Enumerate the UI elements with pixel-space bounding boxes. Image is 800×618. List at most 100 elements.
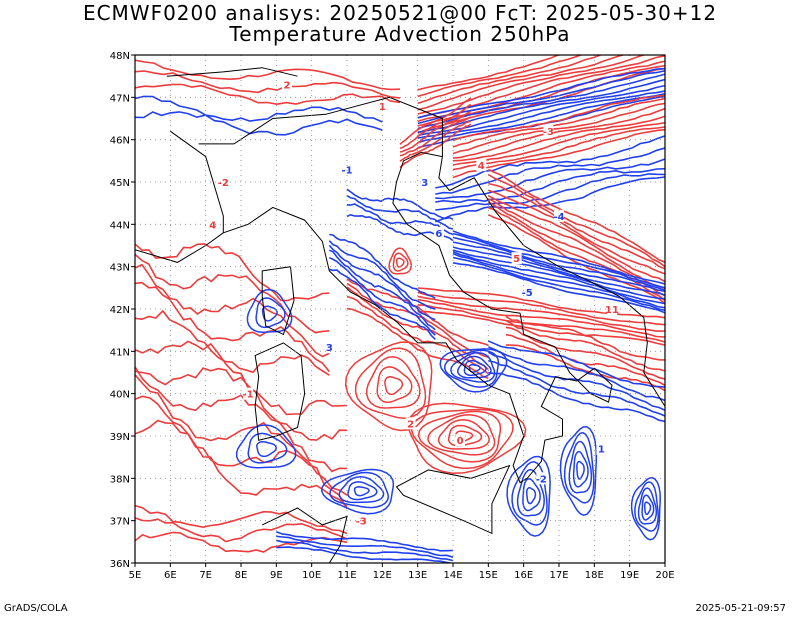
contour-line [417,295,665,332]
contour-label-box [419,176,430,188]
contour-label-box [476,159,487,172]
swiss-border [166,67,298,77]
lat-tick-label: 39N [110,432,130,443]
contour-line [487,194,665,283]
lat-tick-label: 47N [110,93,130,104]
contour-line [487,168,665,263]
contour-label: -3 [356,514,367,528]
contour-label-text: 6 [435,229,442,240]
lat-tick-label: 45N [110,178,130,189]
contour-label-box [536,472,547,485]
contour-label: -1 [243,387,254,401]
contour-line [450,352,496,383]
contour-line [417,92,665,144]
contour-line [417,67,665,119]
contour-line [559,426,598,516]
lat-tick-label: 41N [110,347,130,358]
contour-label: 11 [605,303,619,316]
contour-line [353,486,370,497]
axis-ticks: 5E 6E 7E 8E 9E 10E 11E 12E 13E 14E 15E 16E 17E 18E 19E… [110,51,675,581]
contour-line [344,341,433,432]
contour-line [407,402,527,475]
lon-tick-label: 5E [129,570,142,581]
contour-line [246,288,293,333]
contour-line [417,310,665,346]
france-italy-border [170,130,224,233]
contour-line [452,249,665,300]
contour-line [135,419,348,508]
contour-label-text: -5 [522,288,533,299]
contour-line [346,195,454,230]
contour-line [135,504,348,535]
contour-line [276,531,454,552]
contour-line [346,278,489,347]
sardinia-coastline [254,342,306,441]
contour-label: -2 [536,472,547,485]
contour-line [347,481,378,501]
contour-label-box [607,303,617,315]
lon-tick-label: 20E [655,570,674,581]
contour-label-text: 1 [379,102,386,113]
contour-label-text: 4 [209,220,216,231]
contour-label-text: -1 [243,390,254,401]
contour-label: 0 [455,434,466,447]
contour-line [468,364,481,373]
contour-line [463,359,487,377]
contour-line [417,410,502,463]
contour-line [439,348,508,393]
contour-line [637,487,658,525]
contour-line [338,476,385,504]
contour-line [505,319,665,372]
contour-label-box [218,176,229,188]
contour-label-text: 11 [605,305,619,316]
contour-line [435,135,665,189]
contour-line [634,481,659,532]
contour-line [417,304,665,343]
lon-tick-label: 15E [479,570,498,581]
sicily-coastline [395,464,511,535]
contour-line [135,263,330,358]
france-coastline [135,232,224,263]
contour-line [135,83,401,106]
contour-line [452,121,665,166]
contour-line [417,78,665,133]
contour-line [135,517,348,543]
contour-label: 3 [324,341,335,354]
contour-label: 1 [596,442,607,456]
contour-line [417,291,665,326]
contour-line [135,59,401,91]
contour-line [135,531,348,553]
contour-line [435,173,665,211]
contour-line [452,97,665,148]
contour-line [135,111,383,136]
contour-line [487,201,665,297]
contour-line [399,103,472,150]
contour-line [346,203,454,236]
contour-line [399,120,471,162]
software-credit: GrADS/COLA [4,603,68,614]
contour-line [346,286,489,371]
contour-label: 2 [281,78,292,92]
contour-label-box [511,252,522,265]
lat-tick-label: 40N [110,390,130,401]
contour-label-text: 2 [407,419,414,430]
contour-line [261,305,278,322]
contour-label-text: 3 [421,178,428,189]
contour-line [276,546,454,563]
lat-tick-label: 38N [110,474,130,485]
contour-line [487,213,665,305]
contour-line [506,455,551,537]
lat-tick-label: 36N [110,559,130,570]
contour-label-text: -3 [543,127,554,138]
contour-line [452,115,665,162]
contour-line [525,486,537,505]
contour-label-text: 2 [283,81,290,92]
chart-subtitle: Temperature Advection 250hPa [229,22,571,46]
contour-line [452,250,665,305]
lat-tick-label: 42N [110,305,130,316]
contour-label-box [455,434,466,447]
contour-line [452,241,665,293]
contour-line [572,450,589,488]
contour-label: 5 [511,252,522,265]
